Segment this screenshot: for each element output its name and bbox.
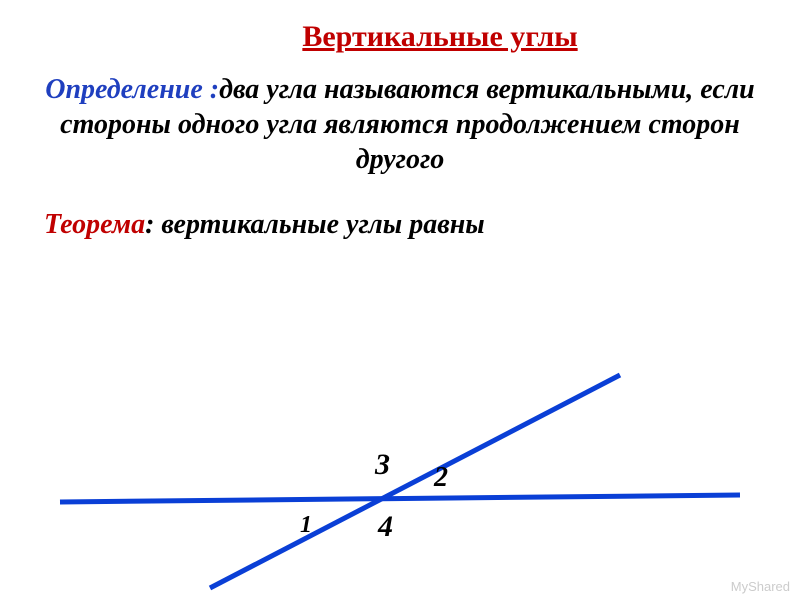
theorem-label: Теорема	[44, 209, 145, 240]
theorem-text: : вертикальные углы равны	[145, 209, 485, 240]
definition-label: Определение :	[45, 74, 219, 105]
page-title: Вертикальные углы	[80, 0, 800, 54]
theorem-block: Теорема: вертикальные углы равны	[0, 177, 800, 241]
title-text: Вертикальные углы	[302, 20, 577, 53]
angle-label-4: 4	[378, 510, 393, 544]
line-diagonal	[210, 375, 620, 588]
diagram-svg	[0, 340, 800, 600]
angle-label-2: 2	[434, 462, 448, 494]
line-horizontal	[60, 495, 740, 502]
vertical-angles-diagram: 1 2 3 4	[0, 340, 800, 600]
watermark: MyShared	[731, 579, 790, 594]
angle-label-3: 3	[375, 448, 390, 482]
definition-block: Определение :два угла называются вертика…	[0, 54, 800, 177]
angle-label-1: 1	[300, 512, 312, 539]
